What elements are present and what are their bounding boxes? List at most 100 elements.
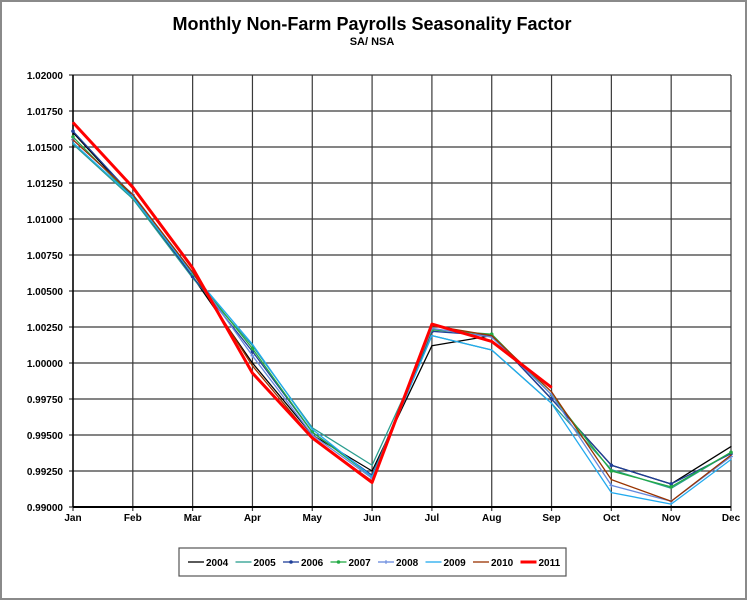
data-point (311, 437, 313, 439)
series-2011 (71, 121, 553, 485)
y-tick-label: 1.02000 (27, 71, 64, 82)
x-tick-label: Jun (363, 513, 381, 524)
legend-item-2005: 2005 (235, 558, 277, 569)
data-point (431, 335, 433, 337)
x-tick-label: Feb (124, 513, 142, 524)
series-2010 (72, 139, 732, 502)
series-line-2006 (72, 130, 732, 485)
data-point (371, 464, 373, 466)
series-2005 (72, 143, 732, 489)
x-tick-label: May (303, 513, 323, 524)
y-tick-label: 1.00000 (27, 359, 64, 370)
data-point (669, 485, 673, 489)
data-point (550, 391, 553, 393)
data-point (610, 479, 612, 481)
data-point (549, 397, 554, 401)
chart-title: Monthly Non-Farm Payrolls Seasonality Fa… (172, 14, 571, 34)
legend-label: 2009 (444, 558, 467, 569)
x-tick-label: Oct (603, 513, 620, 524)
legend-item-2009: 2009 (425, 558, 467, 569)
data-point (730, 454, 732, 456)
data-point (550, 386, 553, 389)
legend-label: 2011 (539, 558, 561, 569)
legend-marker (289, 560, 293, 564)
data-point (431, 323, 433, 325)
y-tick-label: 0.99250 (27, 467, 64, 478)
data-point (132, 193, 134, 196)
legend-item-2010: 2010 (473, 558, 514, 569)
data-point (609, 469, 614, 473)
data-point (132, 196, 134, 198)
y-tick-label: 1.00500 (27, 287, 64, 298)
data-point (72, 142, 74, 144)
data-point (311, 428, 313, 430)
data-point (491, 340, 493, 342)
data-point (670, 500, 672, 502)
legend-item-2007: 2007 (330, 558, 372, 569)
data-point (371, 476, 373, 478)
y-tick-label: 1.01500 (27, 143, 64, 154)
legend-label: 2005 (254, 558, 277, 569)
data-point (250, 346, 255, 351)
y-tick-label: 1.00250 (27, 323, 64, 334)
data-point (491, 335, 493, 337)
data-point (371, 470, 373, 472)
data-point (132, 186, 134, 188)
x-tick-label: Apr (244, 513, 261, 524)
legend-label: 2004 (206, 558, 229, 569)
y-tick-label: 1.01250 (27, 179, 64, 190)
series-line-2005 (72, 143, 732, 489)
chart-subtitle: SA/ NSA (350, 36, 395, 48)
x-tick-label: Aug (482, 513, 501, 524)
y-tick-label: 0.99750 (27, 395, 64, 406)
data-point (609, 483, 614, 488)
data-point (670, 503, 672, 505)
legend-item-2011: 2011 (520, 558, 561, 569)
x-tick-label: Jul (425, 513, 440, 524)
data-point (730, 458, 732, 461)
legend-marker (384, 560, 388, 564)
x-tick-label: Mar (184, 513, 202, 524)
legend-label: 2008 (396, 558, 419, 569)
data-point (250, 353, 255, 358)
data-point (71, 129, 75, 133)
data-point (251, 343, 254, 345)
x-tick-label: Dec (722, 513, 741, 524)
data-point (669, 482, 673, 486)
data-point (730, 445, 732, 448)
data-point (72, 121, 74, 124)
legend-item-2004: 2004 (188, 558, 229, 569)
series-line-2004 (72, 132, 732, 485)
series-2004 (72, 132, 732, 485)
series-line-2009 (72, 142, 732, 505)
series-line-2007 (72, 136, 732, 488)
series-2008 (71, 137, 733, 504)
x-tick-label: Sep (542, 513, 560, 524)
series-line-2010 (72, 139, 732, 502)
legend-item-2006: 2006 (283, 558, 324, 569)
y-tick-label: 1.01000 (27, 215, 64, 226)
data-point (71, 135, 75, 139)
y-tick-label: 1.01750 (27, 107, 64, 118)
y-tick-label: 1.00750 (27, 251, 64, 262)
legend-label: 2010 (491, 558, 514, 569)
data-point (251, 365, 254, 367)
data-point (72, 139, 74, 141)
data-point (431, 345, 433, 347)
data-point (192, 271, 194, 273)
legend-label: 2006 (301, 558, 324, 569)
legend-label: 2007 (349, 558, 372, 569)
data-point (371, 481, 373, 484)
data-point (729, 450, 733, 455)
y-tick-label: 0.99500 (27, 431, 64, 442)
series-2009 (72, 142, 732, 505)
x-tick-label: Jan (64, 513, 81, 524)
data-point (251, 372, 254, 374)
legend-item-2008: 2008 (378, 558, 419, 569)
data-point (491, 349, 493, 351)
x-tick-label: Nov (662, 513, 681, 524)
data-point (550, 402, 553, 404)
data-point (610, 492, 612, 494)
